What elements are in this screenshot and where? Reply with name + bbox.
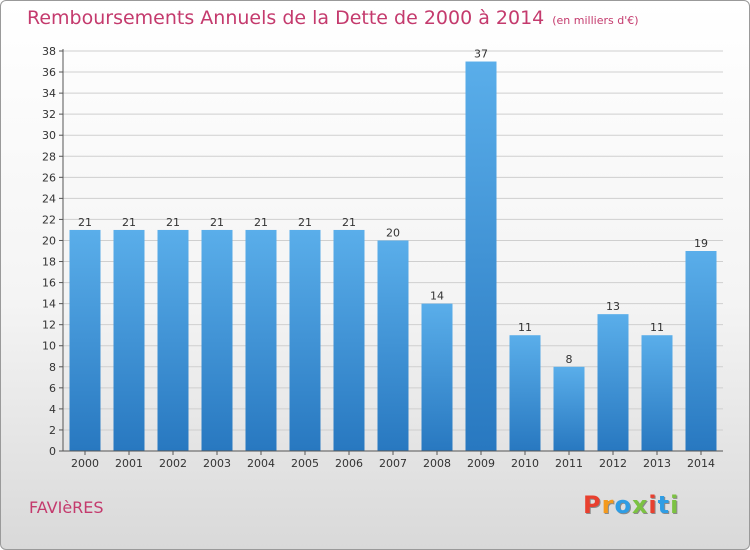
x-tick-label: 2007 [379, 457, 407, 470]
bar-value-label: 11 [650, 321, 664, 334]
bar [245, 229, 277, 451]
y-tick-label: 10 [42, 340, 56, 353]
x-tick-label: 2005 [291, 457, 319, 470]
x-tick-label: 2003 [203, 457, 231, 470]
commune-name: FAVIèRES [29, 498, 104, 517]
bar [69, 229, 101, 451]
x-tick-label: 2000 [71, 457, 99, 470]
y-tick-label: 6 [49, 382, 56, 395]
y-tick-label: 26 [42, 171, 56, 184]
x-tick-label: 2014 [687, 457, 715, 470]
bar-value-label: 19 [694, 237, 708, 250]
logo-letter: i [670, 491, 680, 519]
y-tick-label: 34 [42, 87, 56, 100]
y-tick-label: 38 [42, 45, 56, 58]
logo-letter: o [614, 491, 632, 519]
logo-letter: i [648, 491, 658, 519]
x-tick-label: 2008 [423, 457, 451, 470]
y-tick-label: 24 [42, 192, 56, 205]
logo-letter: P [583, 491, 602, 519]
bar [377, 240, 409, 451]
x-tick-label: 2012 [599, 457, 627, 470]
x-tick-label: 2002 [159, 457, 187, 470]
y-tick-label: 16 [42, 277, 56, 290]
bar [685, 251, 717, 451]
x-tick-label: 2009 [467, 457, 495, 470]
x-tick-label: 2006 [335, 457, 363, 470]
bars [69, 61, 717, 452]
bar-value-label: 21 [78, 216, 92, 229]
bar-value-label: 13 [606, 300, 620, 313]
bar [157, 229, 189, 451]
bar-value-label: 14 [430, 290, 444, 303]
bar [421, 303, 453, 451]
y-tick-label: 30 [42, 129, 56, 142]
bar [289, 229, 321, 451]
bar [553, 366, 585, 451]
y-tick-label: 14 [42, 298, 56, 311]
bar [641, 335, 673, 451]
bar-value-label: 20 [386, 226, 400, 239]
y-tick-label: 2 [49, 424, 56, 437]
bar-value-label: 21 [122, 216, 136, 229]
y-tick-label: 0 [49, 445, 56, 458]
bar [509, 335, 541, 451]
y-tick-label: 32 [42, 108, 56, 121]
bar [201, 229, 233, 451]
title-text: Remboursements Annuels de la Dette de 20… [27, 7, 545, 29]
unit-text: (en milliers d'€) [552, 14, 639, 27]
y-tick-label: 20 [42, 234, 56, 247]
bar [597, 314, 629, 451]
y-tick-label: 4 [49, 403, 56, 416]
bar [465, 61, 497, 452]
bar [333, 229, 365, 451]
bar-value-label: 21 [166, 216, 180, 229]
chart-title: Remboursements Annuels de la Dette de 20… [27, 7, 639, 29]
logo-letter: x [631, 491, 649, 519]
logo-letter: t [657, 491, 671, 519]
x-tick-label: 2010 [511, 457, 539, 470]
y-tick-label: 8 [49, 361, 56, 374]
x-tick-label: 2001 [115, 457, 143, 470]
bar-value-label: 8 [566, 353, 573, 366]
bar-value-label: 21 [342, 216, 356, 229]
y-tick-label: 36 [42, 66, 56, 79]
bar-value-label: 37 [474, 48, 488, 61]
x-tick-label: 2013 [643, 457, 671, 470]
bar-value-label: 21 [210, 216, 224, 229]
proxiti-logo: Proxiti [583, 491, 679, 519]
data-labels: 21 21 21 21 21 21 21 20 14 37 11 8 13 11 19 [78, 48, 708, 366]
bar [113, 229, 145, 451]
logo-letter: r [601, 491, 615, 519]
x-tick-label: 2011 [555, 457, 583, 470]
bar-value-label: 21 [254, 216, 268, 229]
x-tick-label: 2004 [247, 457, 275, 470]
bar-value-label: 11 [518, 321, 532, 334]
bar-value-label: 21 [298, 216, 312, 229]
y-tick-label: 22 [42, 213, 56, 226]
y-tick-label: 18 [42, 256, 56, 269]
y-tick-label: 28 [42, 150, 56, 163]
y-tick-label: 12 [42, 319, 56, 332]
